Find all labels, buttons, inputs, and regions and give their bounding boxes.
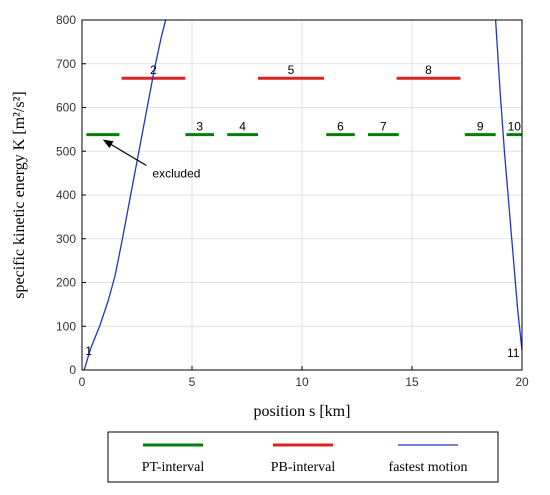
- interval-label-5: 5: [288, 63, 295, 77]
- legend: PT-interval PB-interval fastest motion: [107, 431, 499, 483]
- y-tick-label: 500: [56, 144, 76, 158]
- x-axis-title: position s [km]: [254, 403, 351, 420]
- fastest-motion-curve-2: [494, 20, 522, 351]
- interval-label-6: 6: [337, 120, 344, 134]
- y-tick-label: 300: [56, 232, 76, 246]
- y-tick-label: 800: [56, 13, 76, 27]
- legend-label-pt-interval: PT-interval: [142, 460, 205, 475]
- legend-box: [107, 431, 499, 483]
- y-tick-label: 400: [56, 188, 76, 202]
- y-tick-label: 600: [56, 101, 76, 115]
- interval-label-2: 2: [150, 63, 157, 77]
- y-tick-label: 200: [56, 276, 76, 290]
- x-tick-label: 15: [405, 375, 419, 389]
- interval-label-8: 8: [425, 63, 432, 77]
- legend-label-pb-interval: PB-interval: [271, 460, 336, 475]
- legend-label-fastest-motion: fastest motion: [389, 460, 468, 475]
- interval-label-9: 9: [477, 120, 484, 134]
- x-tick-label: 5: [189, 375, 196, 389]
- fastest-motion-curve-1: [83, 20, 167, 370]
- y-axis-title: specific kinetic energy K [m²/s²]: [11, 91, 28, 298]
- x-tick-label: 20: [515, 375, 529, 389]
- interval-label-10: 10: [508, 120, 522, 134]
- interval-label-7: 7: [380, 120, 387, 134]
- x-tick-label: 10: [295, 375, 309, 389]
- interval-label-3: 3: [196, 120, 203, 134]
- point-label-1: 1: [85, 344, 92, 358]
- y-tick-label: 0: [69, 363, 76, 377]
- x-tick-label: 0: [79, 375, 86, 389]
- y-tick-label: 700: [56, 57, 76, 71]
- interval-label-4: 4: [239, 120, 246, 134]
- y-tick-label: 100: [56, 319, 76, 333]
- point-label-11: 11: [507, 346, 520, 360]
- annotation-excluded: excluded: [152, 167, 200, 181]
- grid-lines: [82, 20, 522, 370]
- annotation-arrow: [102, 139, 147, 167]
- series-layer: [83, 20, 522, 370]
